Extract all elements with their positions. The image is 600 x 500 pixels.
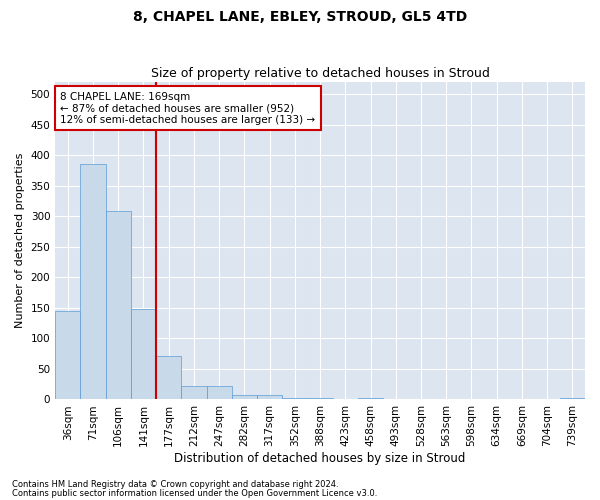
Bar	[181, 386, 206, 400]
Bar	[282, 398, 307, 400]
Bar	[358, 398, 383, 400]
Bar	[232, 394, 257, 400]
Y-axis label: Number of detached properties: Number of detached properties	[15, 153, 25, 328]
Bar	[156, 356, 181, 400]
Bar	[307, 398, 332, 400]
Text: 8 CHAPEL LANE: 169sqm
← 87% of detached houses are smaller (952)
12% of semi-det: 8 CHAPEL LANE: 169sqm ← 87% of detached …	[61, 92, 316, 125]
X-axis label: Distribution of detached houses by size in Stroud: Distribution of detached houses by size …	[175, 452, 466, 465]
Bar	[257, 394, 282, 400]
Text: Contains public sector information licensed under the Open Government Licence v3: Contains public sector information licen…	[12, 488, 377, 498]
Bar	[131, 309, 156, 400]
Bar	[80, 164, 106, 400]
Title: Size of property relative to detached houses in Stroud: Size of property relative to detached ho…	[151, 66, 490, 80]
Bar	[206, 386, 232, 400]
Bar	[560, 398, 585, 400]
Bar	[55, 311, 80, 400]
Text: 8, CHAPEL LANE, EBLEY, STROUD, GL5 4TD: 8, CHAPEL LANE, EBLEY, STROUD, GL5 4TD	[133, 10, 467, 24]
Bar	[106, 212, 131, 400]
Text: Contains HM Land Registry data © Crown copyright and database right 2024.: Contains HM Land Registry data © Crown c…	[12, 480, 338, 489]
